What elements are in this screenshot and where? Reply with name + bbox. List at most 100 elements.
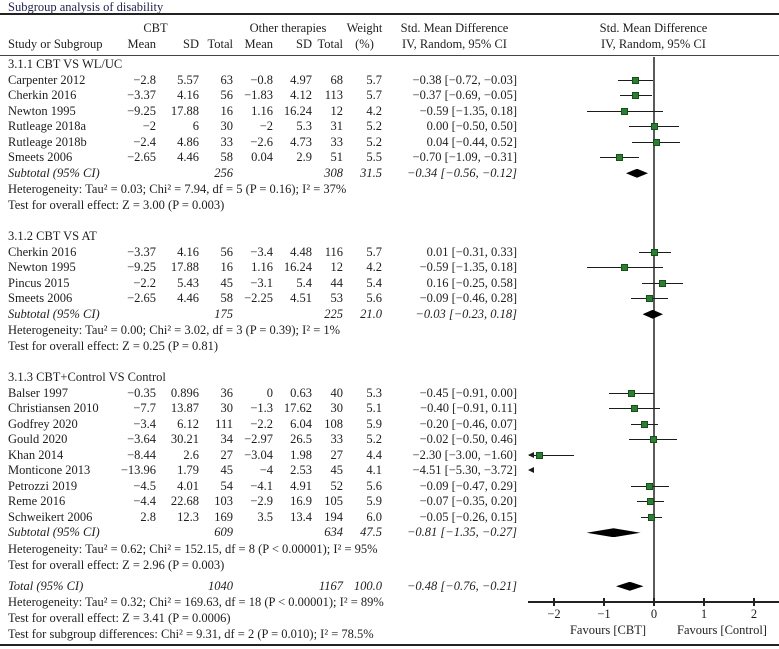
effect-square xyxy=(640,420,648,428)
other-mean: −3.04 xyxy=(244,447,273,462)
cbt-sd: 5.57 xyxy=(177,72,199,87)
smd-ci-text: 0.00 [−0.50, 0.50] xyxy=(426,119,517,133)
subgroup-heading-row: 3.1.2 CBT VS AT xyxy=(0,229,779,245)
plot-cell xyxy=(528,525,779,541)
other-mean: −2 xyxy=(259,119,273,133)
smd-ci-text: 0.16 [−0.25, 0.58] xyxy=(426,275,517,290)
cbt-total: 45 xyxy=(220,275,234,290)
axis-tick-label: −1 xyxy=(597,607,611,621)
cbt-sd: 12.3 xyxy=(177,509,199,524)
weight-percent: 31.5 xyxy=(360,165,382,180)
cbt-mean: −13.96 xyxy=(120,463,156,477)
smd-ci-text: −0.59 [−1.35, 0.18] xyxy=(419,260,517,274)
cbt-sd: 2.6 xyxy=(183,447,199,462)
study-label: Cherkin 2016 xyxy=(8,244,77,259)
weight-percent: 5.9 xyxy=(366,416,382,431)
axis-tick-label: 2 xyxy=(750,607,758,621)
other-mean: −1.3 xyxy=(250,401,273,415)
cbt-sd: 4.01 xyxy=(177,478,199,493)
plot-cell xyxy=(528,510,779,526)
plot-cell xyxy=(528,57,779,73)
smd-ci-text: −0.02 [−0.50, 0.46] xyxy=(419,432,517,446)
other-mean: 1.16 xyxy=(251,260,273,274)
study-row: Schweikert 2006 2.8 12.3 169 3.5 13.4 194 6.0 −0… xyxy=(0,510,779,526)
total-heterogeneity-note: Heterogeneity: Tau² = 0.32; Chi² = 169.6… xyxy=(8,595,384,609)
smd-ci-text: −0.20 [−0.46, 0.07] xyxy=(419,416,517,431)
favours-cbt-label: Favours [CBT] xyxy=(569,623,647,637)
study-row: Khan 2014 −8.44 2.6 27 −3.04 1.98 27 4.4 −2.30 [… xyxy=(0,448,779,464)
study-row: Rutleage 2018a −2 6 30 −2 5.3 31 5.2 0.00 [−0.50… xyxy=(0,119,779,135)
cbt-total: 16 xyxy=(220,260,234,274)
plot-cell xyxy=(528,119,779,135)
other-mean: −2.6 xyxy=(250,134,273,149)
other-mean: −2.25 xyxy=(244,291,273,305)
plot-cell xyxy=(528,557,779,573)
weight-percent: 5.2 xyxy=(366,432,382,446)
weight-percent: 4.1 xyxy=(366,463,382,477)
other-sd: 0.63 xyxy=(290,385,312,400)
other-sd: 2.9 xyxy=(296,150,312,164)
cbt-total: 16 xyxy=(220,103,234,118)
other-mean: −0.8 xyxy=(250,72,273,87)
other-mean xyxy=(233,579,273,595)
study-row: Reme 2016 −4.4 22.68 103 −2.9 16.9 105 5.9 −0.07… xyxy=(0,494,779,510)
other-mean: −4 xyxy=(259,463,273,477)
plot-cell xyxy=(528,150,779,166)
cbt-mean: −3.4 xyxy=(133,416,156,431)
study-label: Subtotal (95% CI) xyxy=(8,165,100,180)
other-sd: 4.97 xyxy=(290,72,312,87)
study-row: Godfrey 2020 −3.4 6.12 111 −2.2 6.04 108 5.9 −0.… xyxy=(0,417,779,433)
cbt-mean: −0.35 xyxy=(127,385,156,400)
cbt-mean: −9.25 xyxy=(127,103,156,118)
effect-square xyxy=(621,264,628,272)
header-study-or-subgroup: Study or Subgroup xyxy=(8,37,103,51)
subgroup-heading: 3.1.3 CBT+Control VS Control xyxy=(8,370,166,384)
other-total: 45 xyxy=(330,463,344,477)
offscale-left-arrow xyxy=(528,467,534,474)
effect-square xyxy=(615,154,623,162)
header-group-other-therapies: Other therapies xyxy=(249,21,327,35)
cbt-mean: 2.8 xyxy=(140,509,156,524)
cbt-mean xyxy=(112,579,156,595)
cbt-sd: 4.86 xyxy=(177,134,199,149)
other-sd: 16.24 xyxy=(283,260,312,274)
cbt-mean: −2.8 xyxy=(133,72,156,87)
other-sd: 5.3 xyxy=(296,119,312,133)
heterogeneity-note: Heterogeneity: Tau² = 0.03; Chi² = 7.94,… xyxy=(0,181,779,197)
study-label: Newton 1995 xyxy=(8,260,76,274)
other-total: 33 xyxy=(330,134,344,149)
effect-square xyxy=(631,76,639,84)
cbt-sd: 1.79 xyxy=(177,463,199,477)
cbt-mean: −7.7 xyxy=(133,401,156,415)
cbt-mean: −8.44 xyxy=(127,447,156,462)
other-total: 51 xyxy=(330,150,344,164)
plot-cell xyxy=(528,135,779,151)
heterogeneity-note: Heterogeneity: Tau² = 0.00; Chi² = 3.02,… xyxy=(0,322,779,338)
subgroup-heading: 3.1.2 CBT VS AT xyxy=(8,229,97,243)
weight-percent: 4.2 xyxy=(366,103,382,118)
header-spacer xyxy=(199,21,233,36)
smd-ci-text: −0.34 [−0.56, −0.12] xyxy=(406,165,517,180)
cbt-mean: −2.65 xyxy=(127,291,156,305)
other-sd xyxy=(273,525,312,541)
other-sd: 4.12 xyxy=(290,88,312,102)
effect-square xyxy=(632,92,639,100)
header-weight: Weight xyxy=(346,21,383,35)
other-sd: 17.62 xyxy=(283,401,312,415)
weight-percent: 5.7 xyxy=(366,88,382,102)
cbt-sd: 17.88 xyxy=(170,103,199,118)
plot-cell xyxy=(528,448,779,464)
header-weight-percent: (%) xyxy=(355,37,374,51)
cbt-mean: −4.5 xyxy=(133,478,156,493)
effect-square xyxy=(652,138,660,146)
study-row: Christiansen 2010 −7.7 13.87 30 −1.3 17.62 30 5… xyxy=(0,401,779,417)
axis-tick-label: 1 xyxy=(700,607,708,621)
study-label: Cherkin 2016 xyxy=(8,88,77,102)
overall-effect-note: Test for overall effect: Z = 3.00 (P = 0… xyxy=(0,197,779,213)
plot-cell xyxy=(528,401,779,417)
overall-effect-note: Test for overall effect: Z = 2.96 (P = 0… xyxy=(0,557,779,573)
cbt-sd: 13.87 xyxy=(170,401,199,415)
study-row: Newton 1995 −9.25 17.88 16 1.16 16.24 12 4.2 −0.… xyxy=(0,104,779,120)
zero-effect-line xyxy=(653,57,655,601)
plot-cell xyxy=(528,417,779,433)
